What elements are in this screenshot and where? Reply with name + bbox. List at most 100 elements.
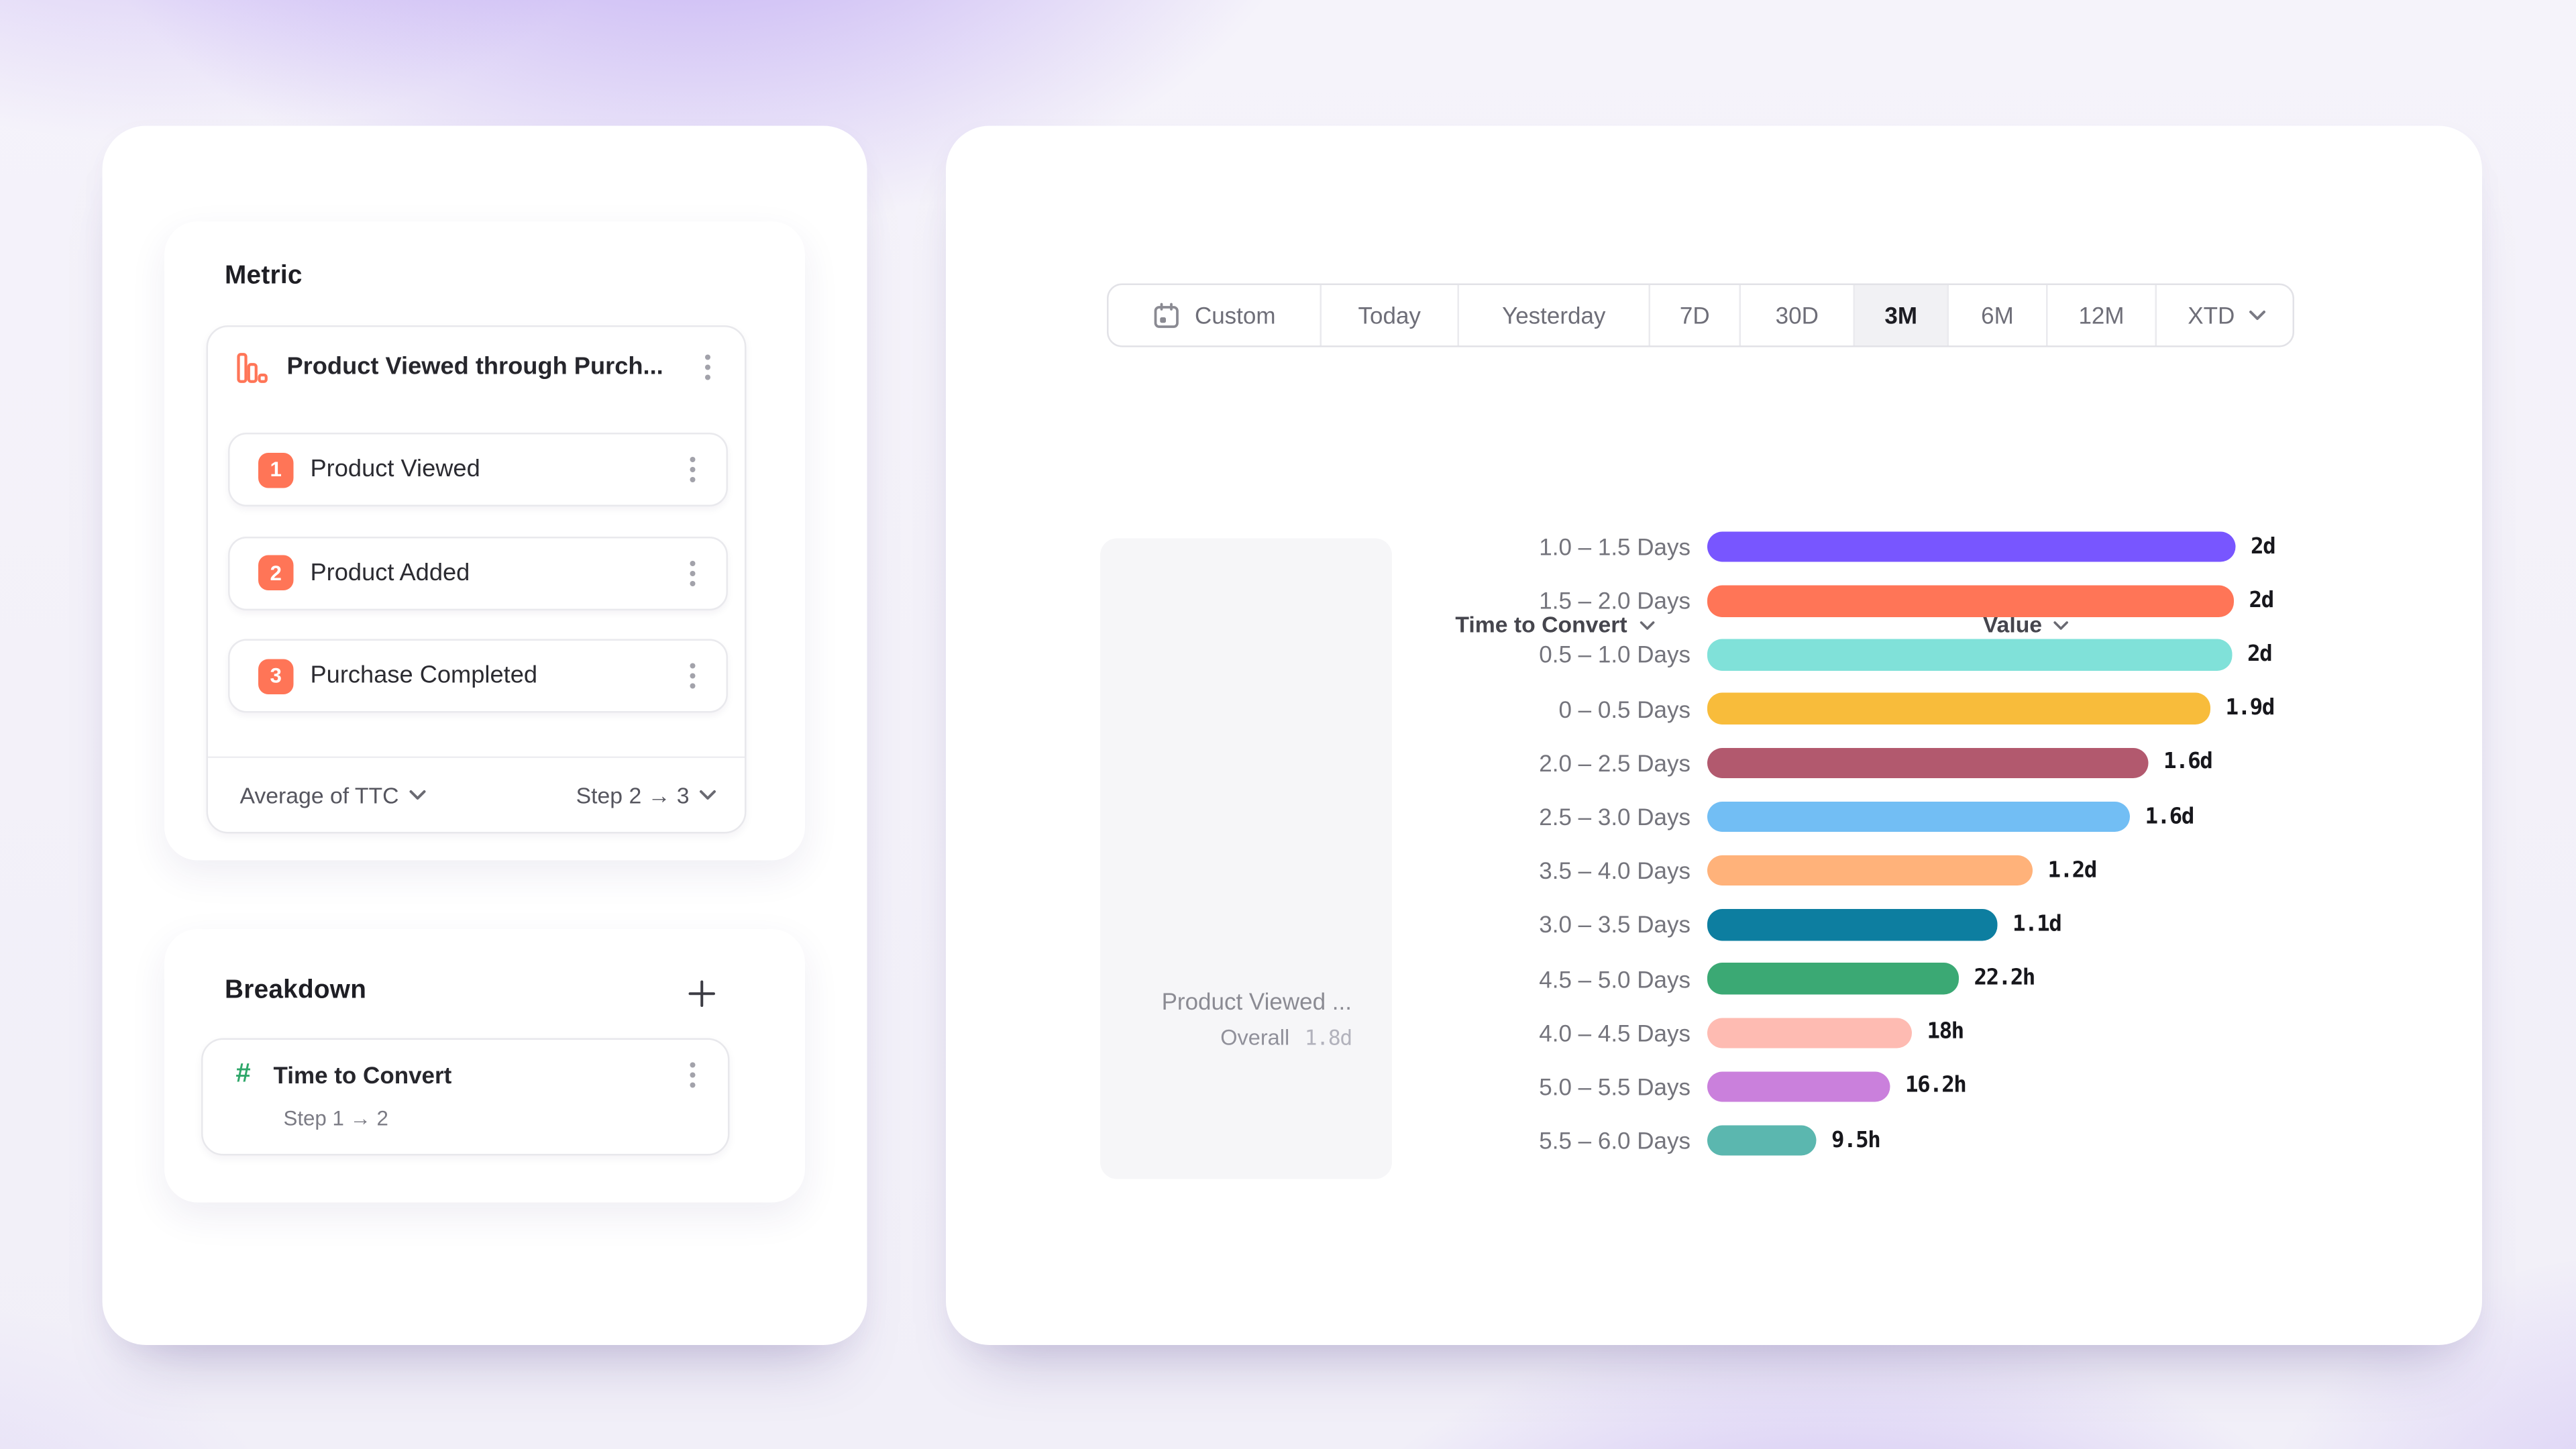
funnel-step-row[interactable]: 2 Product Added [228,535,728,610]
column-header-ttc[interactable]: Time to Convert [1455,612,1654,637]
step-number-badge: 2 [258,555,294,590]
metric-footer: Average of TTC Step 2 → 3 [208,758,745,832]
ttc-row: 3.5 – 4.0 Days 1.2d [1409,844,2449,898]
funnel-cell-name: Product Viewed ... [1161,987,1352,1015]
divider [208,756,745,758]
date-option[interactable]: Yesterday [1457,285,1649,345]
ttc-bucket-label: 5.5 – 6.0 Days [1539,1127,1690,1155]
ttc-bar[interactable] [1707,963,1959,995]
date-range-picker: Custom Today [1107,283,2294,347]
ttc-bucket-label: 3.5 – 4.0 Days [1539,857,1690,885]
breakdown-heading: Breakdown [225,976,367,1005]
chevron-down-icon [409,790,425,800]
metric-heading: Metric [225,262,303,290]
ttc-row: 1.0 – 1.5 Days 2d [1409,520,2449,574]
add-breakdown-button[interactable] [684,976,718,1010]
step-range-dropdown[interactable]: Step 2 → 3 [576,782,716,808]
metric-section-card: Metric Product Viewed through Purch... [164,221,805,861]
ttc-bucket-label: 4.5 – 5.0 Days [1539,965,1690,992]
ttc-bar[interactable] [1707,585,2234,616]
ttc-value-label: 9.5h [1831,1128,1881,1154]
date-option-label: Yesterday [1502,302,1606,329]
ttc-bar[interactable] [1707,855,2033,887]
date-option[interactable]: Custom [1109,285,1320,345]
step-number-badge: 3 [258,658,294,694]
date-option[interactable]: XTD [2155,285,2293,345]
ttc-rows: 1.0 – 1.5 Days 2d 1.5 – 2.0 Days 2d 0.5 … [1409,520,2449,1168]
date-option-label: 12M [2078,302,2125,329]
step-number-badge: 1 [258,451,294,488]
ttc-row: 5.0 – 5.5 Days 16.2h [1409,1060,2449,1114]
ttc-bar[interactable] [1707,693,2210,724]
ttc-value-label: 16.2h [1905,1074,1967,1099]
ttc-value-label: 1.9d [2225,696,2275,722]
date-option-label: 3M [1884,302,1918,329]
ttc-bucket-label: 1.5 – 2.0 Days [1539,587,1690,614]
ttc-row: 2.5 – 3.0 Days 1.6d [1409,790,2449,843]
ttc-bucket-label: 4.0 – 4.5 Days [1539,1019,1690,1046]
chevron-down-icon [1639,620,1654,630]
measure-dropdown[interactable]: Average of TTC [240,782,426,808]
date-option-label: 7D [1679,302,1710,329]
ttc-bucket-label: 2.0 – 2.5 Days [1539,749,1690,777]
ttc-row: 1.5 – 2.0 Days 2d [1409,574,2449,627]
ttc-bar[interactable] [1707,747,2149,779]
step-label: Product Added [310,559,470,586]
ttc-row: 5.5 – 6.0 Days 9.5h [1409,1114,2449,1167]
kebab-menu-button[interactable] [680,451,706,488]
date-option[interactable]: 7D [1648,285,1739,345]
ttc-value-label: 2d [2247,642,2273,667]
step-range-label: Step 2 → 3 [576,782,690,808]
metric-card[interactable]: Product Viewed through Purch... 1 Produc… [206,325,747,834]
breakdown-item-card[interactable]: # Time to Convert Step 1 → 2 [201,1038,730,1156]
date-option[interactable]: 6M [1947,285,2047,345]
date-option-label: Custom [1194,302,1276,329]
ttc-bar[interactable] [1707,1071,1890,1103]
ttc-row: 4.0 – 4.5 Days 18h [1409,1006,2449,1059]
ttc-bucket-label: 5.0 – 5.5 Days [1539,1073,1690,1100]
kebab-menu-button[interactable] [694,349,721,386]
ttc-row: 0.5 – 1.0 Days 2d [1409,628,2449,682]
ttc-bar[interactable] [1707,909,1998,941]
query-builder-panel: Metric Product Viewed through Purch... [102,125,867,1345]
chevron-down-icon [2248,311,2265,321]
date-option-label: XTD [2188,302,2235,329]
ttc-bar[interactable] [1707,531,2236,563]
ttc-value-label: 2d [2251,534,2276,559]
ttc-bar[interactable] [1707,639,2233,671]
chevron-down-icon [2054,620,2070,630]
kebab-menu-button[interactable] [680,554,706,591]
funnel-title-row[interactable]: Product Viewed through Purch... [208,327,745,408]
date-option[interactable]: 3M [1853,285,1947,345]
funnel-step-row[interactable]: 3 Purchase Completed [228,639,728,713]
ttc-row: 4.5 – 5.0 Days 22.2h [1409,952,2449,1006]
ttc-bar[interactable] [1707,1125,1817,1157]
funnel-cell-overall-value: 1.8d [1304,1024,1353,1051]
ttc-value-label: 1.6d [2163,750,2213,775]
funnel-step-row[interactable]: 1 Product Viewed [228,433,728,506]
plus-icon [687,979,716,1008]
ttc-bucket-label: 1.0 – 1.5 Days [1539,533,1690,561]
ttc-bucket-label: 3.0 – 3.5 Days [1539,911,1690,938]
date-option[interactable]: 12M [2046,285,2155,345]
ttc-value-label: 1.1d [2012,912,2062,938]
date-option[interactable]: Today [1320,285,1458,345]
ttc-bar[interactable] [1707,801,2130,833]
funnel-cell-overall-label: Overall [1220,1024,1290,1051]
ttc-bucket-label: 2.5 – 3.0 Days [1539,803,1690,830]
ttc-value-label: 18h [1927,1020,1965,1046]
measure-label: Average of TTC [239,782,399,808]
date-option[interactable]: 30D [1739,285,1854,345]
ttc-value-label: 1.2d [2047,858,2098,883]
ttc-row: 0 – 0.5 Days 1.9d [1409,682,2449,735]
ttc-bar[interactable] [1707,1017,1912,1049]
ttc-value-label: 2d [2249,588,2275,614]
kebab-menu-button[interactable] [680,1057,706,1093]
report-panel: Custom Today [946,125,2482,1345]
ttc-row: 3.0 – 3.5 Days 1.1d [1409,898,2449,951]
breakdown-step-sub: Step 1 → 2 [283,1107,388,1130]
kebab-menu-button[interactable] [680,657,706,694]
funnel-cell[interactable]: Product Viewed ... Overall 1.8d [1100,538,1392,1179]
chevron-down-icon [700,790,716,800]
